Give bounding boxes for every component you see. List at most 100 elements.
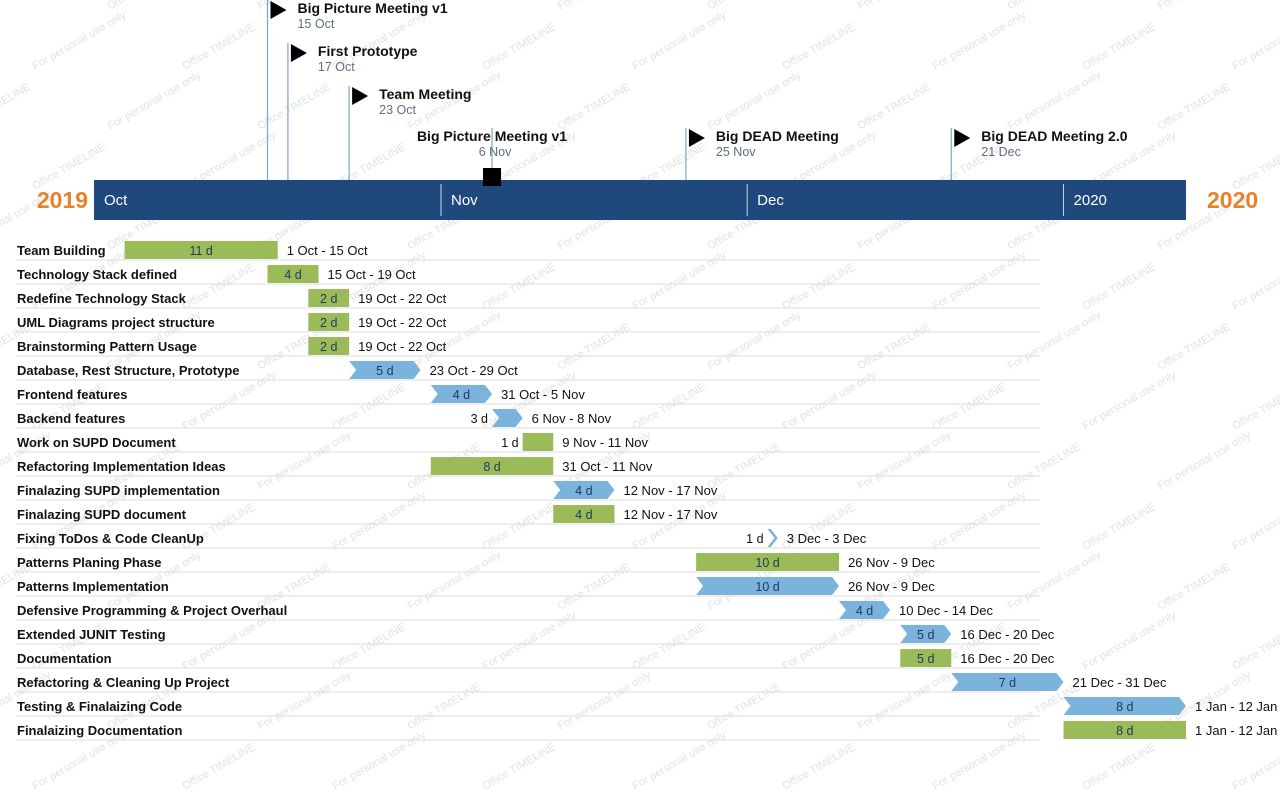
task-date-range: 9 Nov - 11 Nov [562,435,648,450]
task-name: Documentation [17,651,112,666]
watermark-text: Office TIMELINE [1006,0,1083,13]
task-name: Work on SUPD Document [17,435,176,450]
watermark-text: Office TIMELINE [631,621,708,672]
task-chevron [696,577,840,595]
milestone-date: 21 Dec [981,145,1021,159]
task-date-range: 16 Dec - 20 Dec [960,651,1054,666]
watermark-text: Office TIMELINE [406,681,483,732]
milestone-date: 25 Nov [716,145,756,159]
watermark-text: Office TIMELINE [706,0,783,13]
watermark-layer: For personal use only Office TIMELINE For … [0,0,1280,793]
watermark-text: Office TIMELINE [0,81,33,132]
watermark-text: For personal use only [856,429,954,493]
task-bar [308,337,350,355]
end-year-label: 2020 [1207,187,1258,213]
watermark-text: Office TIMELINE [781,261,858,312]
watermark-text: For personal use only [631,9,729,73]
task-chevron [900,625,952,643]
watermark-text: Office TIMELINE [781,741,858,792]
watermark-text: For personal use only [31,729,129,793]
task-duration: 2 d [320,292,337,306]
task-chevron [951,673,1064,691]
task-duration: 8 d [1116,700,1133,714]
task-duration: 10 d [755,556,779,570]
watermark-text: For personal use only [331,489,429,553]
task-duration: 5 d [917,652,934,666]
task-name: Team Building [17,243,106,258]
watermark-text: Office TIMELINE [556,321,633,372]
milestones: Big Picture Meeting v1 15 Oct First Protot… [266,0,1128,180]
watermark-text: For personal use only [1231,729,1280,793]
task-chevron [430,385,493,403]
milestone-flag-icon [688,129,705,147]
month-label: Dec [757,192,784,209]
milestone-flag-icon [290,44,307,62]
watermark-text: Office TIMELINE [1231,381,1280,432]
task-duration: 8 d [483,460,500,474]
task-name: Patterns Planing Phase [17,555,162,570]
milestone-title: First Prototype [318,43,418,59]
watermark-text: Office TIMELINE [181,21,258,72]
milestone-flag-icon [270,1,287,19]
watermark-text: For personal use only [1006,549,1104,613]
task-name: UML Diagrams project structure [17,315,215,330]
task-chevron [1063,697,1186,715]
task-bar [522,433,554,451]
watermark-text: Office TIMELINE [481,741,558,792]
task-name: Technology Stack defined [17,267,177,282]
task-bar [124,241,278,259]
task-date-range: 26 Nov - 9 Dec [848,555,935,570]
task-bar [1063,721,1186,739]
task-date-range: 1 Jan - 12 Jan [1195,723,1277,738]
task-name: Redefine Technology Stack [17,291,187,306]
watermark-text: Office TIMELINE [631,381,708,432]
milestone-date: 6 Nov [479,145,512,159]
watermark-text: Office TIMELINE [1081,501,1158,552]
watermark-text: Office TIMELINE [1156,81,1233,132]
milestone-title: Big DEAD Meeting [716,128,839,144]
watermark-text: Office TIMELINE [1006,441,1083,492]
task-date-range: 12 Nov - 17 Nov [623,507,717,522]
watermark-text: Office TIMELINE [556,81,633,132]
watermark-text: For personal use only [856,669,954,733]
watermark-text: Office TIMELINE [781,21,858,72]
task-duration: 4 d [453,388,470,402]
watermark-text: For personal use only [931,729,1029,793]
watermark-text: For personal use only [1006,69,1104,133]
task-bar [553,505,615,523]
task-date-range: 15 Oct - 19 Oct [328,267,417,282]
watermark-text: For personal use only [256,429,354,493]
watermark-text: For personal use only [256,669,354,733]
milestone-title: Team Meeting [379,86,471,102]
task-date-range: 16 Dec - 20 Dec [960,627,1054,642]
task-name: Finalazing SUPD document [17,507,187,522]
task-duration: 10 d [755,580,779,594]
task-name: Brainstorming Pattern Usage [17,339,197,354]
task-chevron [492,409,523,427]
task-duration: 4 d [575,484,592,498]
task-duration: 2 d [320,340,337,354]
watermark-text: For personal use only [1081,369,1179,433]
watermark-text: Office TIMELINE [181,741,258,792]
task-chevron [349,361,421,379]
watermark-text: Office TIMELINE [856,81,933,132]
milestone-date: 15 Oct [297,17,334,31]
task-bar [308,289,350,307]
task-duration: 2 d [320,316,337,330]
task-name: Refactoring & Cleaning Up Project [17,675,230,690]
task-date-range: 6 Nov - 8 Nov [532,411,612,426]
task-bars: Team Building 11 d 1 Oct - 15 Oct Technolog… [17,241,1277,739]
task-chevron [553,481,615,499]
watermark-text: Office TIMELINE [181,261,258,312]
month-label: 2020 [1074,192,1107,209]
task-duration: 3 d [471,412,488,426]
milestone-title: Big Picture Meeting v1 [417,128,567,144]
milestone-date: 23 Oct [379,103,416,117]
milestone-flag-icon [954,129,971,147]
task-bar [308,313,350,331]
watermark-text: For personal use only [181,609,279,673]
watermark-text: Office TIMELINE [481,501,558,552]
task-bar [430,457,554,475]
task-name: Patterns Implementation [17,579,169,594]
